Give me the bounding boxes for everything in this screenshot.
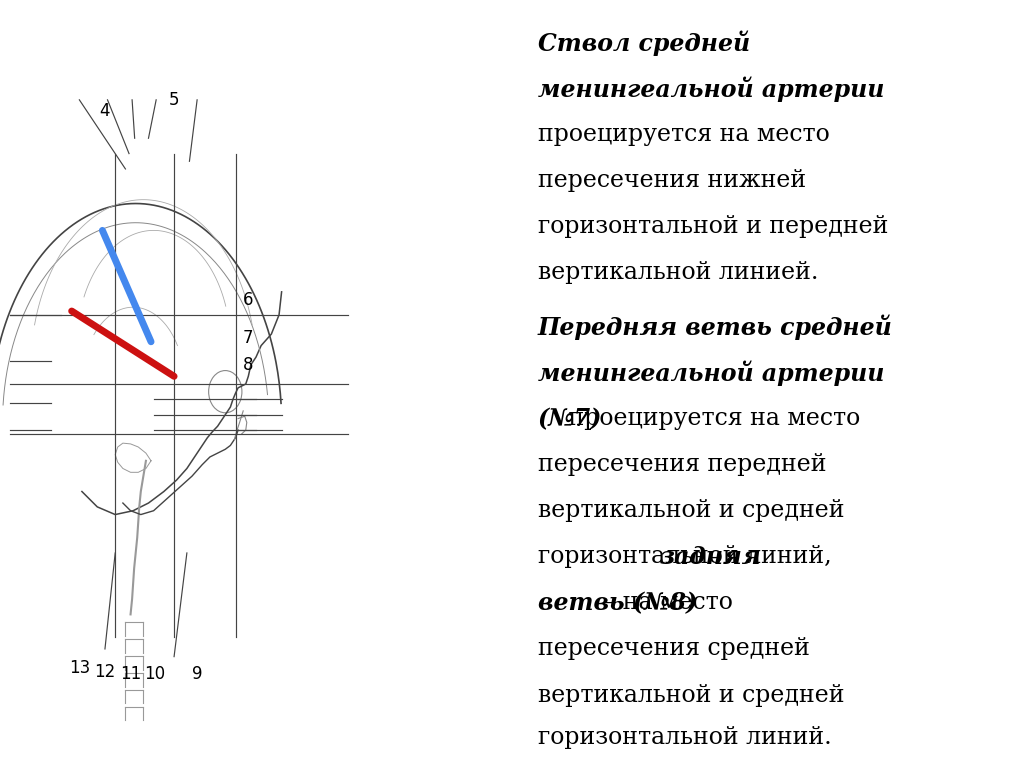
Text: проецируется на место: проецируется на место xyxy=(561,407,860,430)
Text: вертикальной и средней: вертикальной и средней xyxy=(538,684,844,707)
Text: пересечения передней: пересечения передней xyxy=(538,453,826,476)
Text: менингеальной артерии: менингеальной артерии xyxy=(538,77,884,102)
Text: вертикальной линией.: вертикальной линией. xyxy=(538,261,818,284)
Text: 8: 8 xyxy=(243,356,254,374)
Text: Ствол средней: Ствол средней xyxy=(538,31,750,56)
Text: 13: 13 xyxy=(69,659,90,677)
Text: пересечения нижней: пересечения нижней xyxy=(538,169,806,192)
Text: пересечения средней: пересечения средней xyxy=(538,637,810,660)
Text: менингеальной артерии: менингеальной артерии xyxy=(538,361,884,386)
Text: – на место: – на место xyxy=(596,591,733,614)
Text: горизонтальной линий.: горизонтальной линий. xyxy=(538,726,831,749)
Text: задняя: задняя xyxy=(659,545,761,569)
Text: (№7): (№7) xyxy=(538,407,602,431)
Text: горизонтальной линий,: горизонтальной линий, xyxy=(538,545,839,568)
Text: 4: 4 xyxy=(99,102,111,121)
Text: вертикальной и средней: вертикальной и средней xyxy=(538,499,844,522)
Text: 5: 5 xyxy=(169,91,179,109)
Text: 6: 6 xyxy=(243,290,254,309)
Text: 7: 7 xyxy=(243,329,254,347)
Text: 11: 11 xyxy=(120,665,141,684)
Text: горизонтальной и передней: горизонтальной и передней xyxy=(538,215,888,238)
Text: 10: 10 xyxy=(144,665,165,684)
Text: 9: 9 xyxy=(191,665,203,684)
Text: 12: 12 xyxy=(94,663,116,681)
Text: ветвь (№8): ветвь (№8) xyxy=(538,591,697,615)
Text: Передняя ветвь средней: Передняя ветвь средней xyxy=(538,315,892,340)
Text: проецируется на место: проецируется на место xyxy=(538,123,829,146)
